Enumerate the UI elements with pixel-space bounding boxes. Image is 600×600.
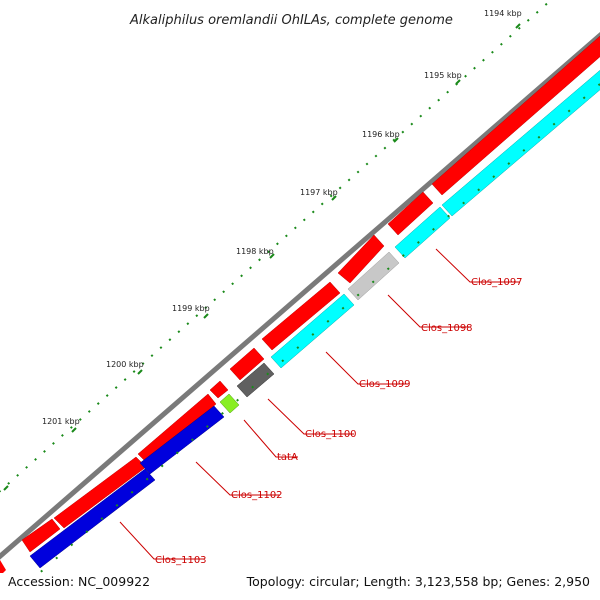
- gene-feature-reverse[interactable]: [139, 405, 225, 475]
- gene-feature-forward[interactable]: [209, 380, 229, 399]
- ruler-dots: [0, 0, 553, 493]
- ruler-tick: [71, 427, 77, 433]
- kbp-label: 1196 kbp: [362, 130, 400, 139]
- ruler-tick: [455, 79, 461, 85]
- callout-line: [195, 461, 280, 496]
- gene-feature-reverse[interactable]: [441, 66, 600, 217]
- gene-feature-reverse[interactable]: [0, 576, 8, 592]
- callout-line: [387, 294, 470, 328]
- gene-label[interactable]: tatA: [277, 452, 298, 463]
- gene-label[interactable]: Clos_1099: [359, 379, 411, 390]
- ruler-tick: [3, 485, 9, 491]
- kbp-label: 1200 kbp: [106, 360, 144, 369]
- gene-label[interactable]: Clos_1102: [231, 490, 283, 501]
- gene-feature-reverse[interactable]: [394, 206, 451, 259]
- ruler-tick: [515, 23, 521, 29]
- gene-feature-forward[interactable]: [229, 347, 265, 381]
- gene-feature-reverse[interactable]: [29, 468, 156, 569]
- genome-backbone: [0, 32, 600, 560]
- reverse-strand: [0, 66, 600, 592]
- accession-text: Accession: NC_009922: [8, 574, 150, 589]
- ruler-tick: [393, 137, 399, 143]
- ruler-ticks: [3, 23, 521, 491]
- gene-feature-reverse[interactable]: [270, 293, 355, 369]
- map-title: Alkaliphilus oremlandii OhILAs, complete…: [129, 13, 453, 28]
- gene-label[interactable]: Clos_1097: [471, 277, 523, 288]
- gene-feature-reverse[interactable]: [219, 393, 240, 414]
- gene-callouts: [119, 248, 520, 560]
- gene-feature-reverse[interactable]: [347, 251, 400, 301]
- gene-feature-forward[interactable]: [431, 29, 600, 196]
- gene-feature-forward[interactable]: [337, 234, 385, 284]
- ruler-tick: [269, 253, 275, 259]
- kbp-label: 1199 kbp: [172, 304, 210, 313]
- inner-ticks: [37, 83, 600, 573]
- genome-summary-text: Topology: circular; Length: 3,123,558 bp…: [246, 574, 590, 589]
- gene-feature-reverse[interactable]: [0, 560, 6, 580]
- kbp-label: 1198 kbp: [236, 247, 274, 256]
- gene-label[interactable]: Clos_1098: [421, 323, 473, 334]
- gene-feature-forward[interactable]: [387, 191, 434, 236]
- kbp-label: 1201 kbp: [42, 417, 80, 426]
- gene-label[interactable]: Clos_1103: [155, 555, 207, 566]
- callout-line: [243, 419, 298, 458]
- ruler-tick: [331, 195, 337, 201]
- gene-feature-forward[interactable]: [261, 281, 341, 351]
- kbp-label: 1194 kbp: [484, 9, 522, 18]
- gene-feature-forward[interactable]: [21, 518, 61, 553]
- gene-feature-reverse[interactable]: [236, 362, 275, 398]
- ruler-tick: [137, 369, 143, 375]
- ruler-tick: [203, 313, 209, 319]
- callout-line: [267, 398, 354, 435]
- gene-label[interactable]: Clos_1100: [305, 429, 357, 440]
- callout-line: [435, 248, 520, 283]
- callout-line: [119, 521, 204, 560]
- kbp-label: 1195 kbp: [424, 71, 462, 80]
- callout-line: [325, 351, 408, 385]
- kbp-label: 1197 kbp: [300, 188, 338, 197]
- forward-strand: [21, 29, 600, 553]
